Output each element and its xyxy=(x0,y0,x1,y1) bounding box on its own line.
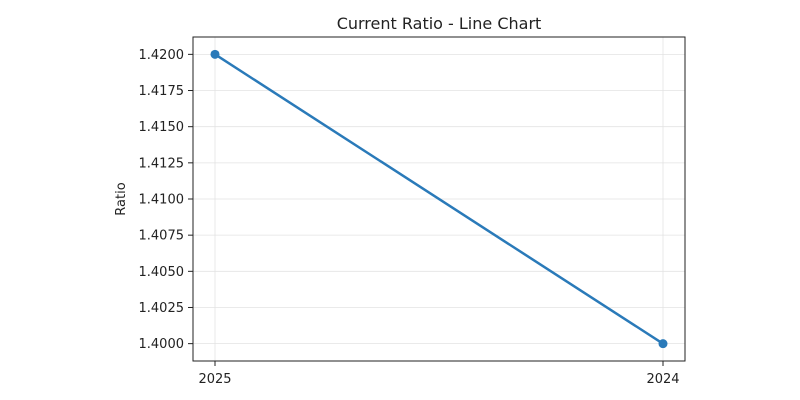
y-tick-label: 1.4125 xyxy=(139,156,185,171)
series-line xyxy=(213,53,665,345)
data-point-marker xyxy=(658,339,668,349)
y-tick-label: 1.4050 xyxy=(139,265,185,280)
y-tick-label: 1.4000 xyxy=(139,337,185,352)
y-tick-label: 1.4075 xyxy=(139,229,185,244)
y-tick-label: 1.4025 xyxy=(139,301,185,316)
data-point-marker xyxy=(210,49,220,59)
series-layer xyxy=(210,49,668,349)
x-tick-label: 2024 xyxy=(646,372,679,387)
y-tick-label: 1.4100 xyxy=(139,193,185,208)
chart-title: Current Ratio - Line Chart xyxy=(337,14,542,33)
y-tick-label: 1.4175 xyxy=(139,84,185,99)
y-axis-label: Ratio xyxy=(114,182,129,215)
x-axis-ticks: 2025 2024 xyxy=(198,361,680,387)
x-tick-label: 2025 xyxy=(198,372,231,387)
y-tick-label: 1.4150 xyxy=(139,120,185,135)
y-axis-ticks: 1.4000 1.4025 1.4050 1.4075 1.4100 1.4125 1.41… xyxy=(139,48,193,352)
y-tick-label: 1.4200 xyxy=(139,48,185,63)
